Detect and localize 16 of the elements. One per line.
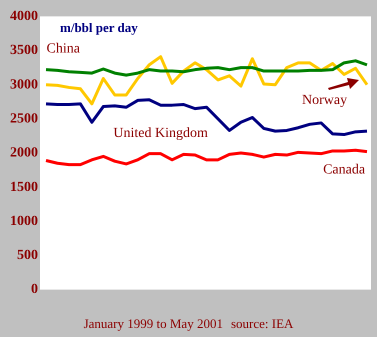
series-label: United Kingdom [113,126,208,141]
source-note: source: IEA [230,316,294,331]
y-tick-label: 500 [17,248,38,264]
y-tick-label: 1000 [10,214,38,229]
y-tick-label: 3000 [10,77,38,92]
x-axis-title: January 1999 to May 2001 [84,316,223,331]
y-tick-label: 1500 [10,180,38,195]
y-tick-label: 2500 [10,111,38,126]
series-label: Norway [302,92,348,108]
y-tick-label: 2000 [10,146,38,161]
series-label: Canada [323,162,366,178]
series-label: China [46,42,81,57]
y-tick-label: 4000 [10,9,38,24]
y-tick-label: 3500 [10,43,38,58]
y-tick-label: 0 [31,282,38,298]
y-axis-title: m/bbl per day [60,20,138,36]
